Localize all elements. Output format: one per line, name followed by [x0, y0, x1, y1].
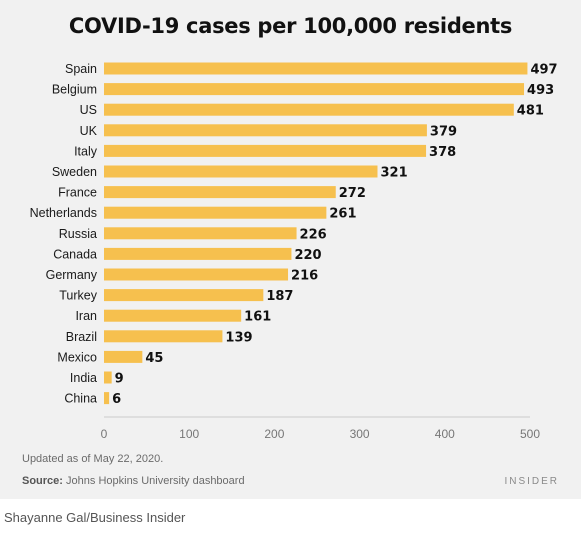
- data-label: 481: [517, 104, 544, 119]
- source-label: Source:: [22, 475, 63, 487]
- data-label: 493: [527, 83, 554, 98]
- bar: [104, 268, 289, 281]
- data-label: 261: [329, 207, 356, 222]
- category-label: Iran: [75, 309, 97, 323]
- category-label: Germany: [46, 268, 98, 282]
- bars-layer: Spain 497 Belgium 493 US 481 UK 379 Italy 378 Swed…: [30, 62, 558, 407]
- data-label: 379: [430, 124, 457, 139]
- source-text: Johns Hopkins University dashboard: [66, 475, 245, 487]
- data-label: 45: [145, 351, 163, 366]
- bar: [104, 392, 110, 405]
- bar: [104, 206, 327, 219]
- brand-logo: INSIDER: [504, 476, 559, 487]
- category-label: Spain: [65, 62, 97, 76]
- x-tick-label: 400: [435, 427, 455, 441]
- category-label: France: [58, 186, 97, 200]
- source-note: Source: Johns Hopkins University dashboa…: [22, 475, 245, 487]
- x-tick-label: 100: [179, 427, 199, 441]
- category-label: Brazil: [66, 330, 97, 344]
- data-label: 187: [266, 289, 293, 304]
- category-label: Netherlands: [30, 206, 97, 220]
- bar: [104, 144, 427, 157]
- bar: [104, 227, 297, 240]
- category-label: China: [64, 392, 97, 406]
- bar: [104, 309, 242, 322]
- bar: [104, 103, 514, 116]
- x-axis-ticks: 0 100 200 300 400 500: [101, 427, 541, 441]
- category-label: Mexico: [57, 350, 97, 364]
- category-label: Turkey: [59, 289, 97, 303]
- bar: [104, 247, 292, 260]
- category-label: Russia: [59, 227, 97, 241]
- data-label: 161: [244, 310, 271, 325]
- data-label: 272: [339, 186, 366, 201]
- category-label: US: [80, 103, 97, 117]
- x-tick-label: 0: [101, 427, 108, 441]
- category-label: India: [70, 371, 97, 385]
- data-label: 378: [429, 145, 456, 160]
- bar: [104, 371, 112, 384]
- category-label: Sweden: [52, 165, 97, 179]
- bar: [104, 83, 525, 96]
- updated-note: Updated as of May 22, 2020.: [22, 453, 164, 465]
- bar: [104, 330, 223, 343]
- x-tick-label: 300: [350, 427, 370, 441]
- image-credit: Shayanne Gal/Business Insider: [4, 510, 186, 525]
- data-label: 497: [530, 63, 557, 78]
- bar: [104, 165, 378, 178]
- category-label: Canada: [53, 247, 97, 261]
- category-label: Italy: [74, 144, 98, 158]
- data-label: 216: [291, 269, 318, 284]
- bar: [104, 124, 427, 137]
- data-label: 321: [380, 166, 407, 181]
- bar: [104, 289, 264, 302]
- data-label: 9: [115, 372, 124, 387]
- data-label: 220: [294, 248, 321, 263]
- x-tick-label: 500: [520, 427, 540, 441]
- chart-title: COVID-19 cases per 100,000 residents: [68, 14, 513, 38]
- category-label: Belgium: [52, 83, 97, 97]
- data-label: 6: [112, 392, 121, 407]
- bar-chart: Spain 497 Belgium 493 US 481 UK 379 Italy 378 Swed…: [30, 62, 558, 441]
- data-label: 139: [225, 330, 252, 345]
- x-tick-label: 200: [264, 427, 284, 441]
- data-label: 226: [300, 227, 327, 242]
- bar: [104, 186, 336, 199]
- category-label: UK: [80, 124, 98, 138]
- bar: [104, 62, 528, 75]
- bar: [104, 350, 143, 363]
